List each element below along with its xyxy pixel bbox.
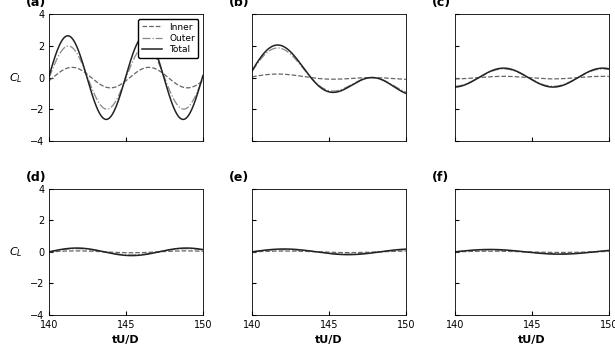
Text: (f): (f): [432, 171, 450, 184]
X-axis label: tU/D: tU/D: [113, 335, 140, 345]
Y-axis label: $C_L$: $C_L$: [9, 71, 23, 84]
Text: (d): (d): [26, 171, 47, 184]
Text: (a): (a): [26, 0, 46, 9]
Y-axis label: $C_L$: $C_L$: [9, 245, 23, 259]
X-axis label: tU/D: tU/D: [518, 335, 546, 345]
Text: (e): (e): [229, 171, 249, 184]
Legend: Inner, Outer, Total: Inner, Outer, Total: [138, 19, 199, 58]
X-axis label: tU/D: tU/D: [315, 335, 343, 345]
Text: (b): (b): [229, 0, 250, 9]
Text: (c): (c): [432, 0, 451, 9]
